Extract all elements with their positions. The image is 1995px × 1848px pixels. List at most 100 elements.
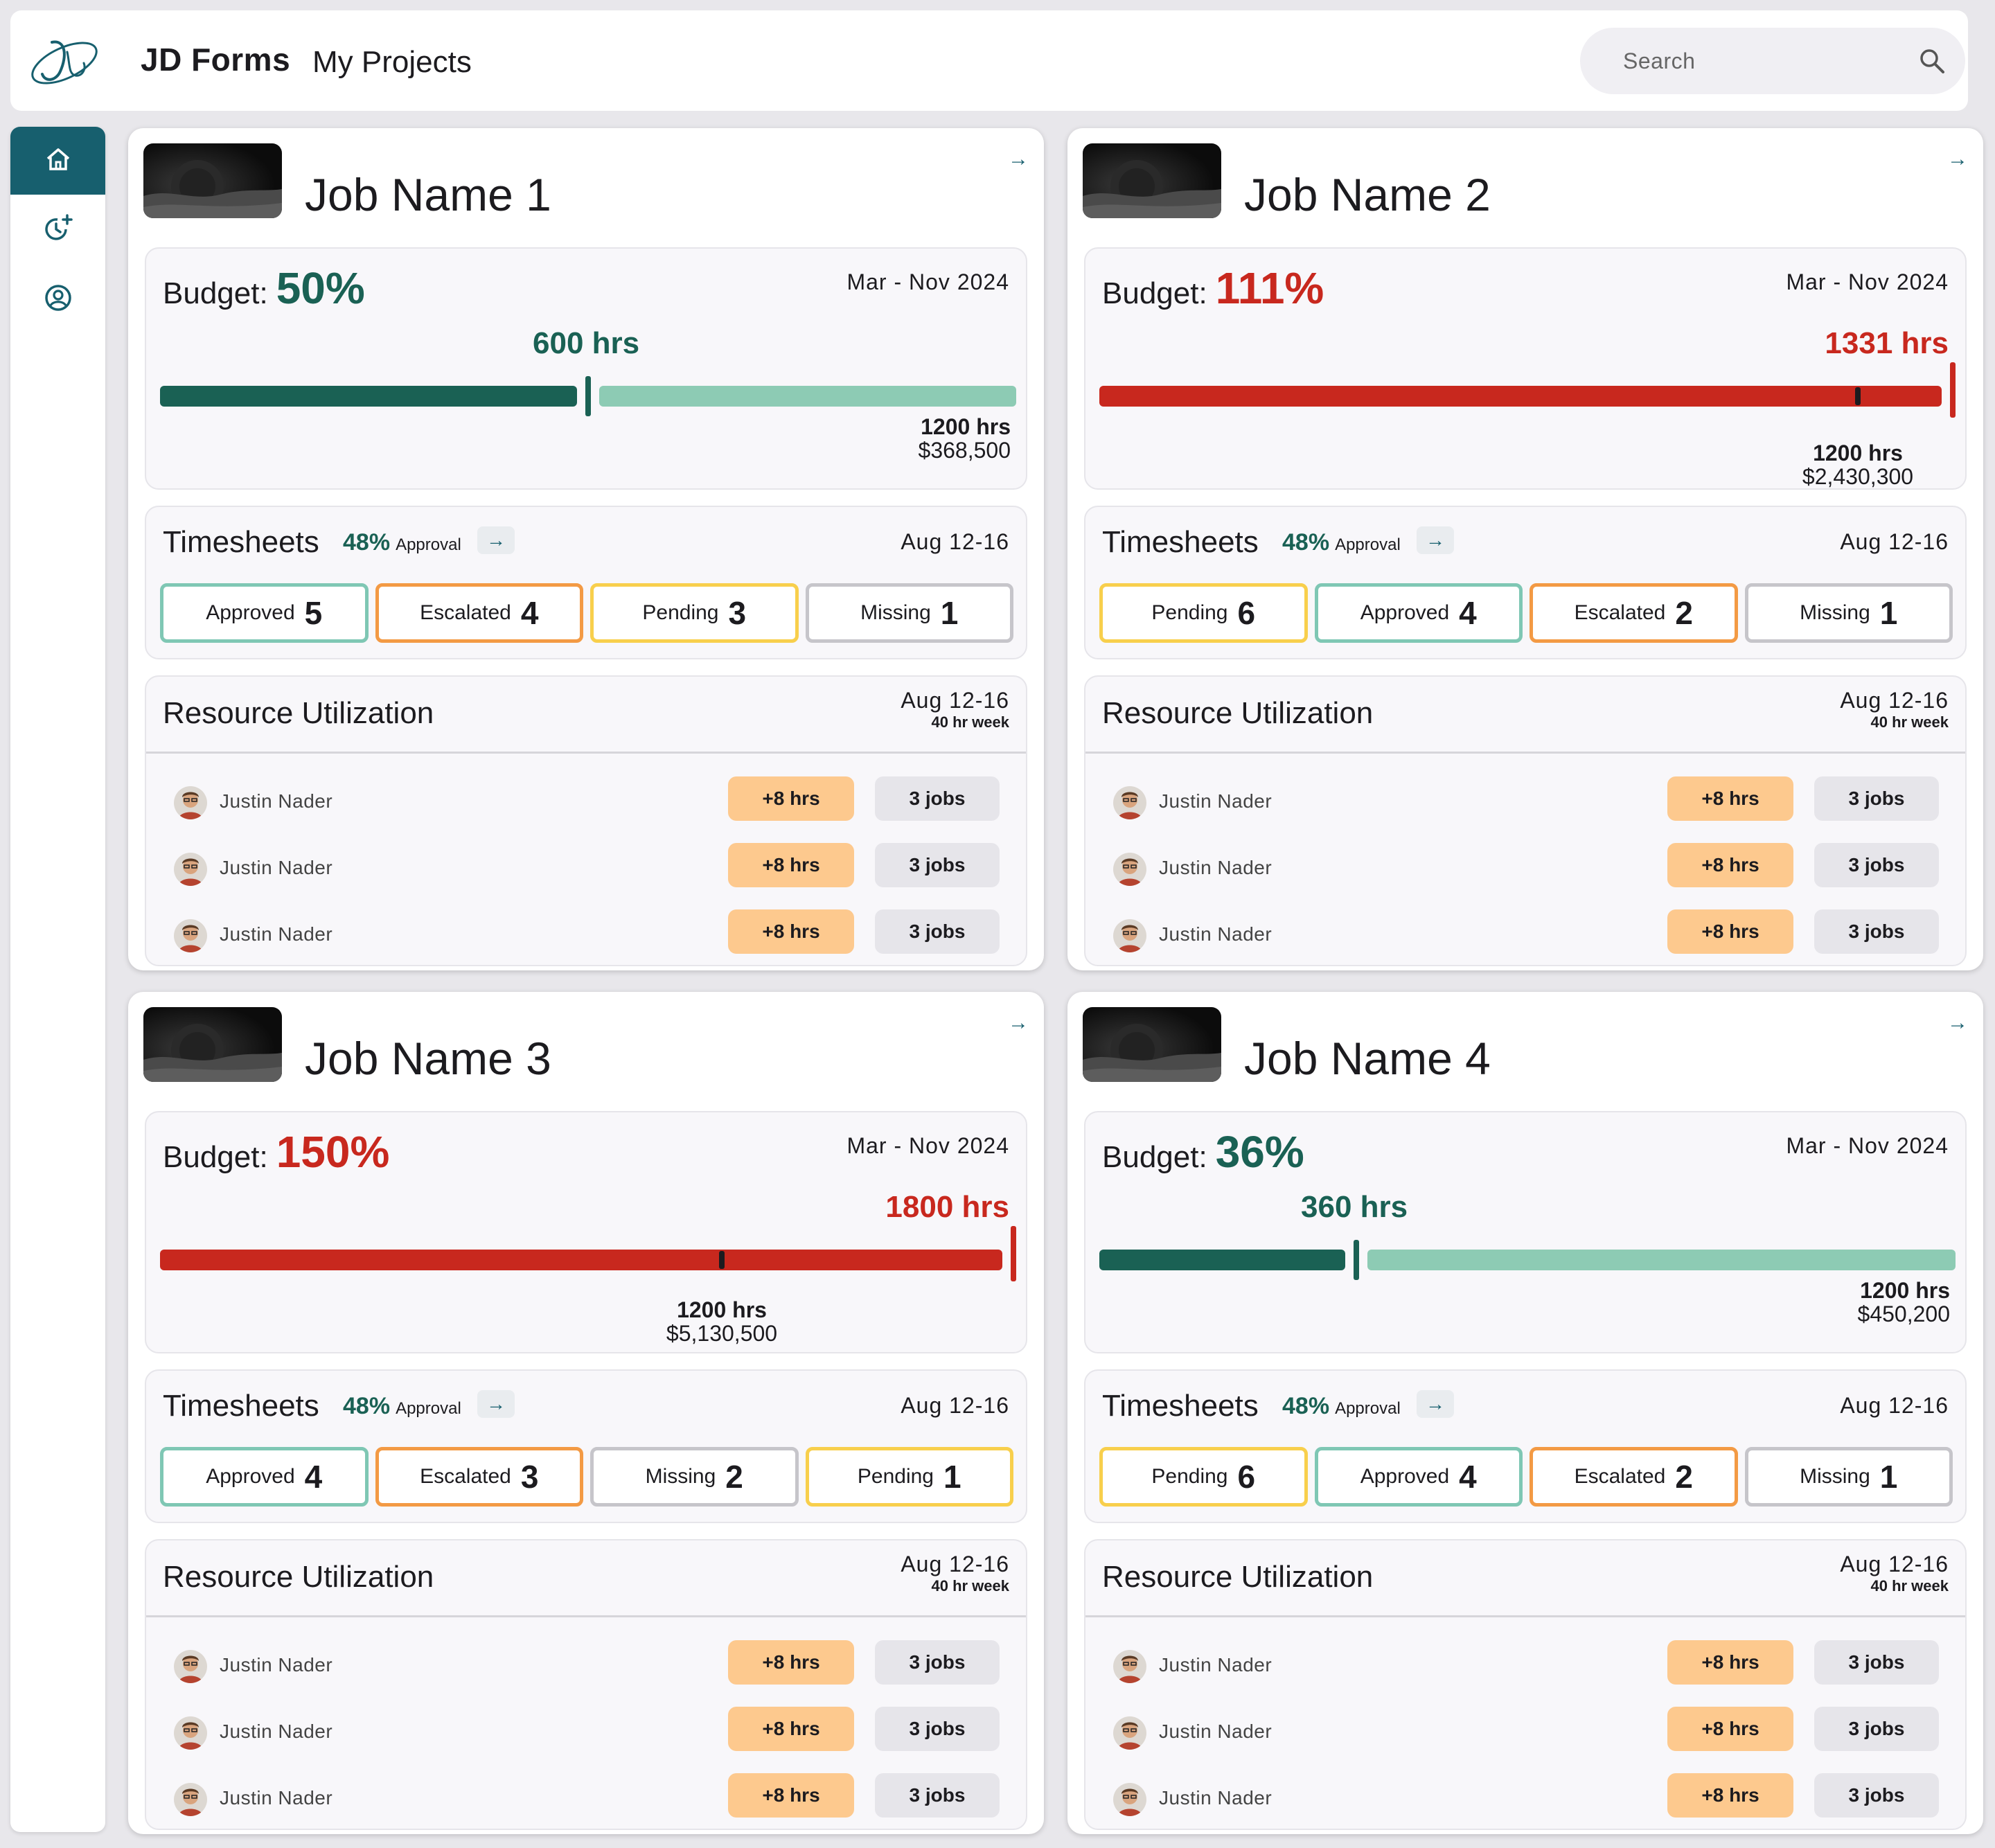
job-card[interactable]: Job Name 3 → Budget: 150% Mar - Nov 2024 … (128, 992, 1044, 1834)
overtime-hours-badge[interactable]: +8 hrs (728, 909, 854, 954)
open-job-arrow-icon[interactable]: → (1947, 1011, 1968, 1034)
budget-progress-marker (1950, 362, 1956, 418)
chip-label: Approved (206, 1465, 295, 1488)
person-name: Justin Nader (220, 857, 333, 878)
timesheet-chip-missing[interactable]: Missing 1 (1744, 583, 1953, 643)
job-count-badge[interactable]: 3 jobs (875, 1773, 1000, 1818)
search-field[interactable]: Search (1580, 28, 1965, 94)
job-count-badge[interactable]: 3 jobs (875, 1707, 1000, 1751)
job-count-badge[interactable]: 3 jobs (875, 1640, 1000, 1685)
chip-count: 3 (728, 595, 747, 631)
sidebar-item-user-circle[interactable] (10, 265, 105, 333)
job-count-badge[interactable]: 3 jobs (1814, 776, 1939, 821)
open-job-arrow-icon[interactable]: → (1008, 148, 1029, 170)
chip-count: 3 (520, 1459, 539, 1495)
timesheet-chip-approved[interactable]: Approved 4 (1314, 1447, 1523, 1507)
timesheet-chip-missing[interactable]: Missing 1 (805, 583, 1013, 643)
resource-row[interactable]: Justin Nader +8 hrs 3 jobs (146, 1773, 1026, 1822)
job-count-badge[interactable]: 3 jobs (875, 843, 1000, 887)
job-count-badge[interactable]: 3 jobs (1814, 1773, 1939, 1818)
job-name[interactable]: Job Name 4 (1244, 1033, 1491, 1084)
timesheet-chip-approved[interactable]: Approved 4 (160, 1447, 369, 1507)
resource-row[interactable]: Justin Nader +8 hrs 3 jobs (1085, 1773, 1965, 1822)
budget-hours: 1200 hrs (1860, 1278, 1950, 1303)
timesheet-chip-missing[interactable]: Missing 1 (1744, 1447, 1953, 1507)
timesheet-chip-missing[interactable]: Missing 2 (590, 1447, 799, 1507)
overtime-hours-badge[interactable]: +8 hrs (1667, 909, 1793, 954)
resource-row[interactable]: Justin Nader +8 hrs 3 jobs (146, 1707, 1026, 1755)
job-name[interactable]: Job Name 2 (1244, 169, 1491, 220)
avatar (1113, 853, 1146, 886)
overtime-hours-badge[interactable]: +8 hrs (1667, 776, 1793, 821)
timesheet-chip-pending[interactable]: Pending 6 (1099, 1447, 1308, 1507)
timesheet-chip-escalated[interactable]: Escalated 4 (375, 583, 583, 643)
resource-week-hours: 40 hr week (931, 1577, 1009, 1594)
timesheet-chip-pending[interactable]: Pending 1 (805, 1447, 1013, 1507)
budget-date-range: Mar - Nov 2024 (846, 269, 1009, 294)
budget-percent: 150% (276, 1127, 390, 1177)
timesheets-arrow-icon[interactable]: → (477, 526, 515, 554)
resource-week-hours: 40 hr week (1870, 713, 1949, 731)
job-name[interactable]: Job Name 1 (305, 169, 551, 220)
resource-row[interactable]: Justin Nader +8 hrs 3 jobs (1085, 1640, 1965, 1689)
budget-overrun-bar (1099, 386, 1942, 407)
job-card[interactable]: Job Name 1 → Budget: 50% Mar - Nov 2024 6… (128, 128, 1044, 970)
timesheet-status-chips: Pending 6 Approved 4 Escalated 2 Missing… (1099, 583, 1953, 643)
job-count-badge[interactable]: 3 jobs (875, 776, 1000, 821)
budget-label: Budget: (163, 276, 268, 310)
budget-progress-bar (160, 376, 1016, 432)
budget-used-bar (160, 386, 577, 407)
sidebar-item-home[interactable] (10, 127, 105, 195)
resource-row[interactable]: Justin Nader +8 hrs 3 jobs (1085, 776, 1965, 825)
divider (146, 752, 1026, 754)
jd-logo-icon[interactable] (24, 28, 105, 95)
overtime-hours-badge[interactable]: +8 hrs (1667, 1640, 1793, 1685)
timesheet-chip-approved[interactable]: Approved 4 (1314, 583, 1523, 643)
open-job-arrow-icon[interactable]: → (1008, 1011, 1029, 1034)
job-count-badge[interactable]: 3 jobs (1814, 843, 1939, 887)
job-count-badge[interactable]: 3 jobs (1814, 1707, 1939, 1751)
job-card[interactable]: Job Name 2 → Budget: 111% Mar - Nov 2024 … (1067, 128, 1983, 970)
open-job-arrow-icon[interactable]: → (1947, 148, 1968, 170)
overtime-hours-badge[interactable]: +8 hrs (728, 1773, 854, 1818)
overtime-hours-badge[interactable]: +8 hrs (728, 776, 854, 821)
overtime-hours-badge[interactable]: +8 hrs (1667, 1707, 1793, 1751)
job-count-badge[interactable]: 3 jobs (1814, 1640, 1939, 1685)
sidebar-item-clock-add[interactable] (10, 196, 105, 264)
resource-utilization-title: Resource Utilization (163, 1560, 434, 1594)
resource-row[interactable]: Justin Nader +8 hrs 3 jobs (1085, 843, 1965, 891)
budget-title: Budget: 111% (1102, 263, 1324, 314)
timesheet-chip-pending[interactable]: Pending 6 (1099, 583, 1308, 643)
job-count-badge[interactable]: 3 jobs (1814, 909, 1939, 954)
resource-row[interactable]: Justin Nader +8 hrs 3 jobs (146, 1640, 1026, 1689)
timesheet-chip-pending[interactable]: Pending 3 (590, 583, 799, 643)
job-count-badge[interactable]: 3 jobs (875, 909, 1000, 954)
timesheets-arrow-icon[interactable]: → (1417, 526, 1454, 554)
budget-progress-marker (1354, 1240, 1359, 1280)
timesheets-section: Timesheets 48% Approval → Aug 12-16 Appro… (145, 506, 1027, 659)
resource-row[interactable]: Justin Nader +8 hrs 3 jobs (146, 776, 1026, 825)
timesheet-chip-escalated[interactable]: Escalated 2 (1530, 1447, 1738, 1507)
timesheets-arrow-icon[interactable]: → (1417, 1390, 1454, 1418)
budget-label: Budget: (1102, 276, 1207, 310)
resource-row[interactable]: Justin Nader +8 hrs 3 jobs (146, 843, 1026, 891)
overtime-hours-badge[interactable]: +8 hrs (1667, 1773, 1793, 1818)
timesheet-chip-escalated[interactable]: Escalated 2 (1530, 583, 1738, 643)
resource-row[interactable]: Justin Nader +8 hrs 3 jobs (1085, 909, 1965, 958)
job-card[interactable]: Job Name 4 → Budget: 36% Mar - Nov 2024 3… (1067, 992, 1983, 1834)
app-title[interactable]: JD Forms (141, 42, 291, 78)
resource-row[interactable]: Justin Nader +8 hrs 3 jobs (1085, 1707, 1965, 1755)
resource-row[interactable]: Justin Nader +8 hrs 3 jobs (146, 909, 1026, 958)
search-icon[interactable] (1918, 47, 1946, 75)
overtime-hours-badge[interactable]: +8 hrs (728, 1640, 854, 1685)
timesheets-arrow-icon[interactable]: → (477, 1390, 515, 1418)
avatar (1113, 919, 1146, 952)
timesheet-status-chips: Approved 4 Escalated 3 Missing 2 Pending… (160, 1447, 1013, 1507)
timesheet-chip-escalated[interactable]: Escalated 3 (375, 1447, 583, 1507)
overtime-hours-badge[interactable]: +8 hrs (728, 1707, 854, 1751)
timesheet-chip-approved[interactable]: Approved 5 (160, 583, 369, 643)
overtime-hours-badge[interactable]: +8 hrs (728, 843, 854, 887)
job-name[interactable]: Job Name 3 (305, 1033, 551, 1084)
overtime-hours-badge[interactable]: +8 hrs (1667, 843, 1793, 887)
person-name: Justin Nader (1159, 1721, 1273, 1742)
